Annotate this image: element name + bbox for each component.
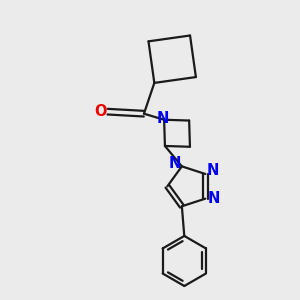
Text: N: N <box>208 191 220 206</box>
Text: O: O <box>94 104 106 119</box>
Text: N: N <box>157 111 169 126</box>
Text: N: N <box>168 156 181 171</box>
Text: N: N <box>206 163 219 178</box>
